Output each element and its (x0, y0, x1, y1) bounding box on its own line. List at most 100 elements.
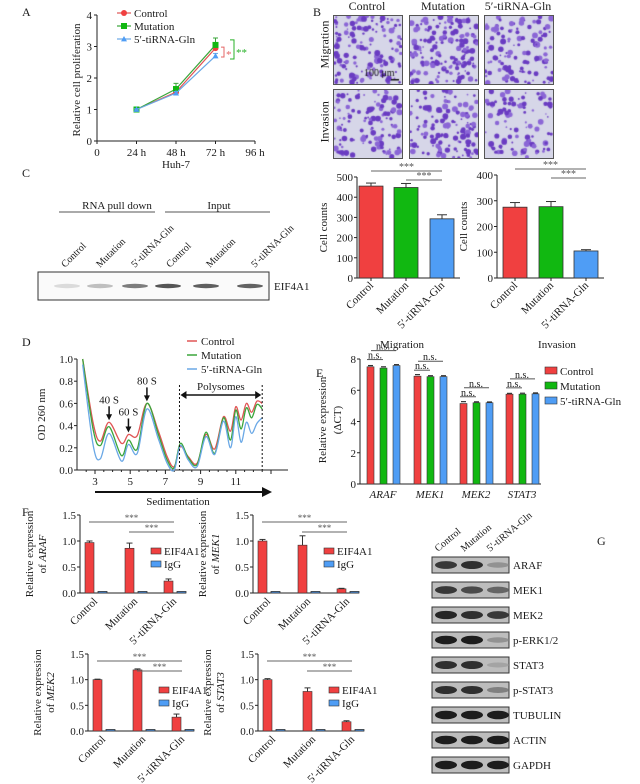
legend-swatch (150, 547, 162, 555)
y-axis-label: (ΔCT) (332, 405, 344, 434)
data-point (212, 41, 219, 48)
y-tick-label: 0.6 (59, 398, 73, 410)
legend-marker (121, 10, 127, 16)
y-axis-label: Relative expression (24, 510, 36, 597)
y-tick-label: 1.0 (240, 675, 254, 687)
significance-label: n.s. (507, 379, 521, 390)
blot-band (487, 710, 509, 720)
bar (518, 393, 527, 485)
significance-label: *** (399, 162, 414, 173)
blot-band (435, 735, 457, 745)
arrow-head (143, 395, 150, 402)
bar (315, 729, 326, 732)
micrograph (333, 15, 403, 85)
bar (354, 729, 365, 732)
x-tick-label: Control (241, 596, 273, 628)
significance-label: *** (145, 523, 159, 533)
lane-label: 5′-tiRNA-Gln (249, 223, 296, 270)
significance-bracket (230, 39, 235, 60)
x-tick-label: ARAF (369, 489, 397, 501)
y-tick-label: 2 (87, 73, 93, 85)
bar (573, 250, 599, 279)
panel-d-chart: 0.0 0.2 0.4 0.6 0.8 1.0 3 5 7 9 11 OD 260 nm Sedimen… (36, 336, 288, 508)
blot-band (461, 760, 483, 770)
row-label: Migration (317, 20, 332, 69)
panel-letter-g: G (597, 534, 606, 548)
blot-band (487, 562, 509, 568)
x-tick-label: 11 (231, 476, 242, 488)
y-tick-label: 3 (87, 42, 93, 54)
column-label: Control (348, 0, 386, 13)
bar (137, 591, 148, 594)
bar (379, 367, 388, 485)
x-tick-label: Control (246, 734, 278, 766)
legend-label: Mutation (201, 350, 242, 362)
x-tick-label: 48 h (166, 147, 186, 159)
x-tick-label: Control (76, 734, 108, 766)
legend-label: 5′-tiRNA-Gln (560, 396, 622, 408)
bar (184, 729, 195, 732)
y-tick-label: 0.4 (59, 421, 73, 433)
bar (124, 547, 135, 594)
y-axis-label: Cell counts (458, 202, 470, 252)
y-axis-label: Cell counts (318, 203, 330, 253)
blot-band (461, 560, 483, 570)
significance-label: n.s. (368, 351, 382, 362)
panel-letter-f: F (22, 505, 29, 519)
legend-swatch (158, 699, 170, 707)
bar (163, 580, 174, 594)
bar (145, 729, 156, 732)
blot-band (487, 735, 509, 745)
y-tick-label: 0.0 (62, 588, 76, 600)
panel-letter-c: C (22, 166, 30, 180)
blot-band (435, 610, 457, 620)
blot-band (435, 586, 457, 594)
legend-label: 5′-tiRNA-Gln (134, 34, 196, 46)
bar (426, 376, 435, 485)
x-tick-label: Mutation (276, 595, 313, 632)
legend-label: IgG (337, 559, 354, 571)
y-tick-label: 0 (351, 479, 357, 491)
y-tick-label: 4 (351, 417, 357, 429)
y-tick-label: 0.5 (70, 700, 84, 712)
protein-label: TUBULIN (513, 710, 561, 722)
x-tick-label: 24 h (127, 147, 147, 159)
bar (262, 679, 273, 732)
bar (132, 669, 143, 732)
panel-letter-e: E (316, 366, 323, 380)
x-tick-label: 5 (127, 476, 133, 488)
x-tick-label: MEK2 (461, 489, 491, 501)
x-tick-label: Mutation (281, 733, 318, 770)
significance-label: *** (303, 652, 317, 662)
legend-swatch (150, 560, 162, 568)
x-tick-label: 7 (163, 476, 169, 488)
bar (176, 591, 187, 594)
column-label: Mutation (421, 0, 465, 13)
y-axis-label: of MEK1 (210, 534, 222, 575)
group-label: Input (207, 200, 230, 212)
blot-band (461, 660, 483, 670)
protein-label: MEK1 (513, 585, 543, 597)
protein-label: EIF4A1 (274, 281, 309, 293)
blot-band (487, 611, 509, 619)
legend-label: Control (134, 8, 168, 20)
micrograph (409, 15, 479, 85)
blot-band (461, 710, 483, 720)
gene-name: MEK1 (210, 534, 222, 564)
protein-label: MEK2 (513, 610, 543, 622)
significance-label: *** (543, 160, 558, 171)
bar (392, 365, 401, 485)
legend-swatch (323, 560, 335, 568)
arrow-head (125, 426, 132, 433)
bar (366, 366, 375, 485)
y-axis-label: of ARAF (37, 534, 49, 573)
blot-band (54, 283, 80, 289)
blot-band (487, 637, 509, 643)
bar (472, 402, 481, 485)
y-axis-label: Relative cell proliferation (71, 23, 83, 137)
y-tick-label: 0.0 (59, 465, 73, 477)
y-tick-label: 0.0 (235, 588, 249, 600)
series-line (136, 44, 216, 111)
protein-label: p-STAT3 (513, 685, 554, 697)
chart-f-mek1: 0.0 0.5 1.0 1.5 Relative expression of MEK1 Co… (197, 510, 372, 647)
